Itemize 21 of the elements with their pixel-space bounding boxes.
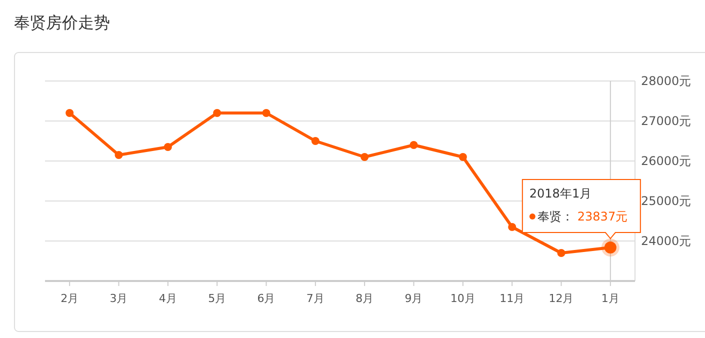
x-tick-label: 3月 [110,292,128,305]
x-tick-label: 1月 [601,292,620,305]
x-tick-label: 11月 [500,292,525,305]
y-tick-label: 25000元 [641,194,692,208]
y-tick-label: 27000元 [641,114,692,128]
annotation: 2018年1月 [529,186,592,201]
x-tick-label: 4月 [158,292,177,305]
x-tick-label: 6月 [257,292,276,305]
x-tick-label: 9月 [404,292,423,305]
data-label: 23837元 [577,210,628,224]
legend-label: 奉贤： [537,210,574,224]
y-tick-label: 28000元 [641,74,692,88]
x-tick-label: 5月 [208,292,226,305]
chart-title: 奉贤房价走势 [14,13,110,32]
x-tick-label: 8月 [356,292,374,305]
y-tick-label: 26000元 [641,154,692,168]
x-tick-label: 12月 [548,292,574,305]
x-tick-label: 2月 [60,292,79,305]
y-tick-label: 24000元 [641,234,692,248]
x-tick-label: 7月 [306,292,324,305]
x-tick-label: 10月 [450,292,476,305]
